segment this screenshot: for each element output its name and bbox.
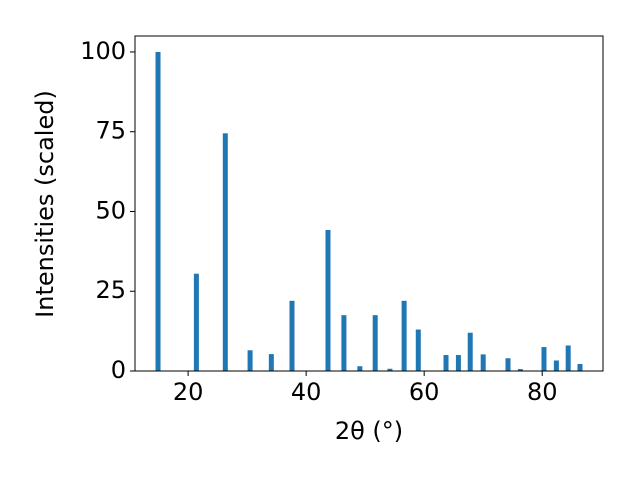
bar <box>455 355 461 371</box>
bar <box>387 368 393 371</box>
bar <box>480 354 486 371</box>
x-axis-label: 2θ (°) <box>335 417 403 445</box>
bar <box>372 315 378 371</box>
bar <box>222 133 228 371</box>
bar <box>505 358 511 371</box>
bar <box>401 300 407 371</box>
bar <box>155 51 161 371</box>
bar <box>415 329 421 371</box>
bar <box>467 332 473 371</box>
bar <box>357 366 363 371</box>
bar <box>517 369 523 371</box>
y-tick-label: 0 <box>111 356 126 384</box>
bar <box>577 363 583 371</box>
bar <box>247 350 253 371</box>
y-tick-label: 100 <box>80 37 126 65</box>
x-tick-label: 60 <box>409 378 440 406</box>
bar <box>341 315 347 371</box>
x-tick-label: 40 <box>291 378 322 406</box>
bar <box>268 354 274 371</box>
bar <box>541 347 547 371</box>
bar <box>565 345 571 371</box>
bar <box>325 229 331 371</box>
x-tick-label: 20 <box>173 378 204 406</box>
y-tick-label: 50 <box>95 196 126 224</box>
y-tick-label: 25 <box>95 276 126 304</box>
x-tick-label: 80 <box>527 378 558 406</box>
bar <box>289 300 295 371</box>
bar <box>193 273 199 371</box>
bar <box>443 355 449 371</box>
plot-frame <box>134 35 604 372</box>
y-axis-label: Intensities (scaled) <box>31 90 59 318</box>
bar <box>553 360 559 371</box>
y-tick-label: 75 <box>95 117 126 145</box>
